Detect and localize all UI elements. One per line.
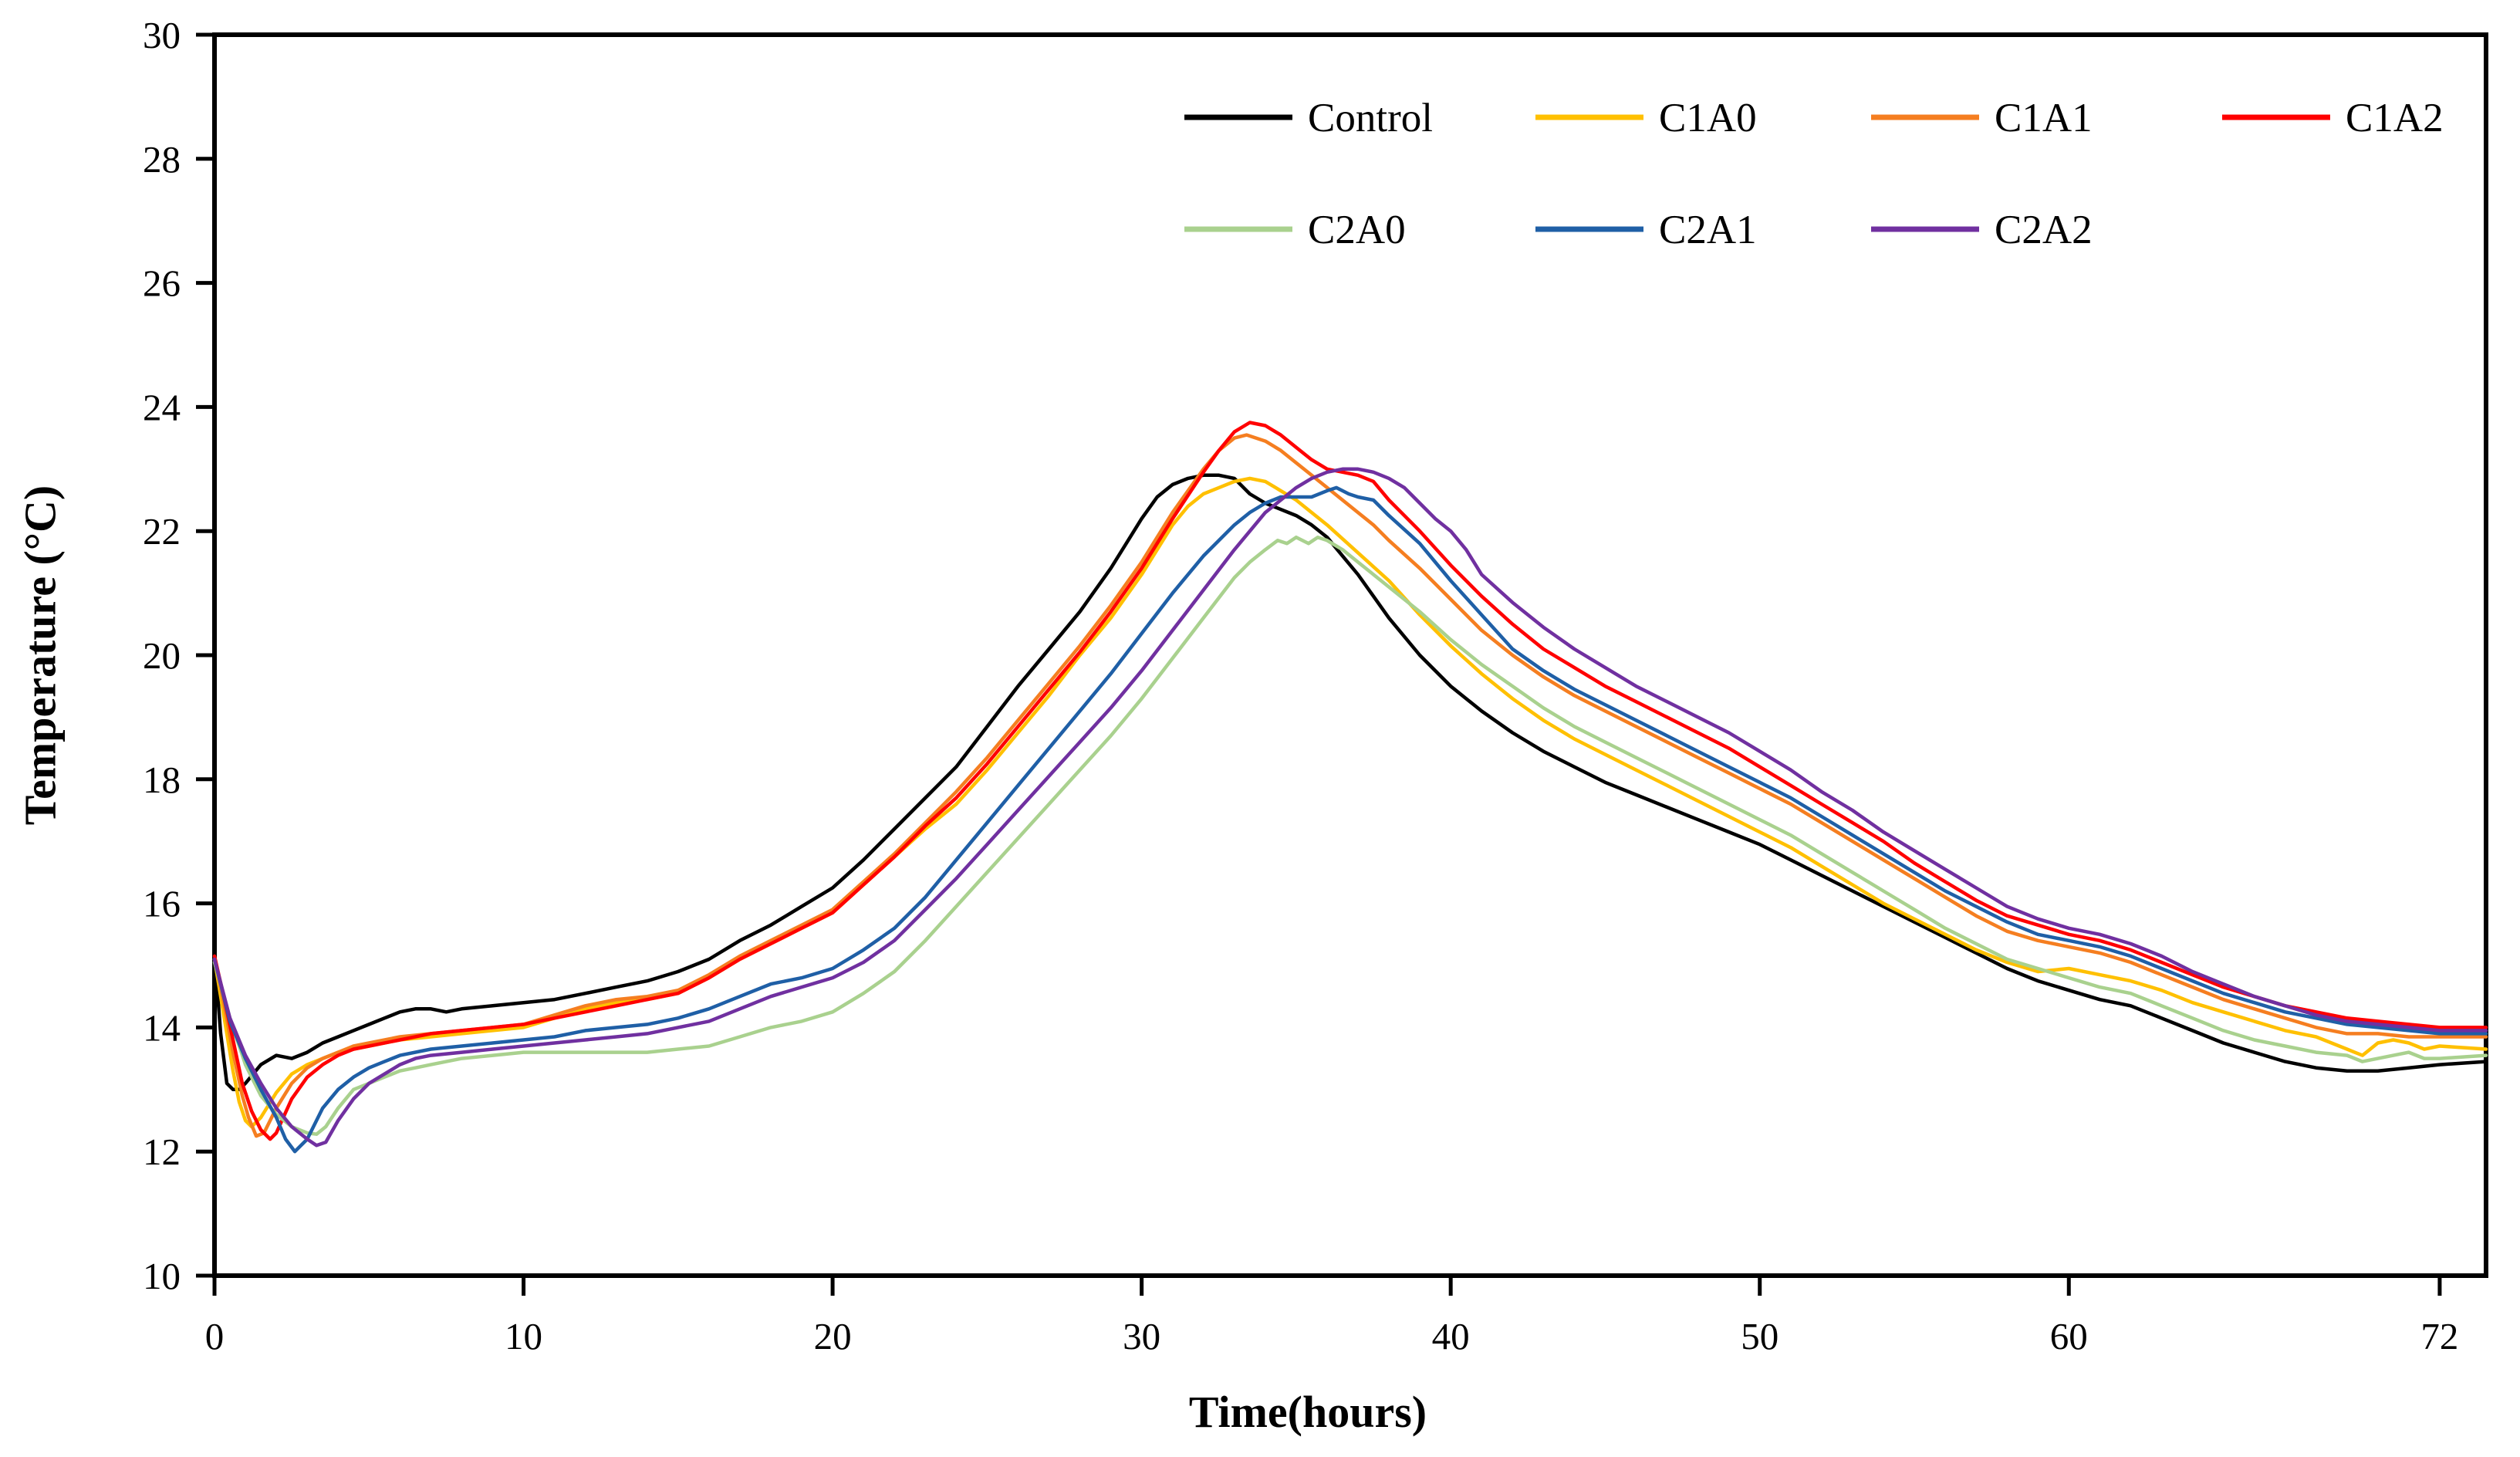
y-tick-label: 18 (143, 759, 181, 801)
x-tick-label: 0 (205, 1315, 225, 1357)
legend-entry-c2a1: C2A1 (1535, 208, 1757, 252)
legend-label-c2a1: C2A1 (1659, 208, 1757, 252)
y-tick-label: 30 (143, 14, 181, 56)
series-line-control (212, 473, 2488, 1092)
legend-label-c1a0: C1A0 (1659, 96, 1757, 140)
x-tick-label: 20 (814, 1315, 852, 1357)
y-tick-label: 12 (143, 1131, 181, 1173)
series-line-c1a0 (212, 476, 2488, 1129)
y-tick-label: 14 (143, 1006, 181, 1049)
legend-entry-c1a2: C1A2 (2222, 96, 2444, 140)
legend-label-c2a2: C2A2 (1995, 208, 2093, 252)
x-tick-label: 72 (2420, 1315, 2458, 1357)
x-tick-label: 50 (1741, 1315, 1779, 1357)
legend-entry-c1a1: C1A1 (1871, 96, 2093, 140)
series-line-c1a2 (212, 421, 2488, 1141)
y-tick-label: 16 (143, 883, 181, 925)
y-axis-title: Temperature (°C) (15, 485, 66, 826)
series-line-c1a1 (212, 433, 2488, 1138)
y-tick-label: 20 (143, 634, 181, 677)
legend-entry-c1a0: C1A0 (1535, 96, 1757, 140)
x-tick-label: 30 (1123, 1315, 1160, 1357)
x-tick-label: 40 (1432, 1315, 1470, 1357)
legend-label-c1a1: C1A1 (1995, 96, 2093, 140)
legend-entry-c2a2: C2A2 (1871, 208, 2093, 252)
series-line-c2a1 (212, 485, 2488, 1154)
series-line-c2a0 (212, 535, 2488, 1136)
legend-label-c2a0: C2A0 (1308, 208, 1406, 252)
y-tick-label: 10 (143, 1255, 181, 1297)
y-tick-label: 28 (143, 138, 181, 181)
legend-entry-c2a0: C2A0 (1184, 208, 1406, 252)
legend-entry-control: Control (1184, 96, 1433, 140)
plot-frame (212, 32, 2488, 1278)
series-line-c2a2 (212, 467, 2488, 1148)
y-tick-label: 26 (143, 262, 181, 305)
x-tick-label: 60 (2050, 1315, 2088, 1357)
y-tick-label: 22 (143, 510, 181, 553)
x-tick-label: 10 (505, 1315, 542, 1357)
legend-label-control: Control (1308, 96, 1433, 140)
x-axis-title: Time(hours) (1188, 1387, 1427, 1437)
legend-label-c1a2: C1A2 (2346, 96, 2444, 140)
y-tick-label: 24 (143, 386, 181, 428)
